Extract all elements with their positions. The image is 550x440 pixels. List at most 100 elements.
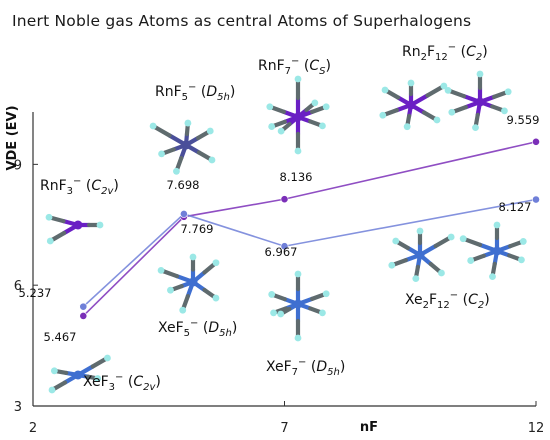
- xe2f12-structure-right: [459, 221, 527, 281]
- rn2f12-structure-left: [379, 79, 448, 131]
- fluorine-atom: [94, 375, 102, 382]
- central-atom: [406, 100, 416, 110]
- central-atom: [73, 370, 83, 380]
- central-atom: [73, 220, 83, 230]
- central-atom: [492, 246, 502, 256]
- data-label: 6.967: [265, 245, 298, 259]
- central-atom: [181, 140, 191, 150]
- fluorine-atom: [379, 111, 387, 119]
- data-label: 5.237: [19, 286, 52, 300]
- fluorine-atom: [438, 269, 445, 277]
- series-line: [82, 198, 537, 308]
- central-atom: [188, 277, 198, 287]
- data-point: [179, 210, 188, 218]
- fluorine-atom: [519, 238, 527, 245]
- fluorine-atom: [173, 167, 180, 175]
- x-tick-label: 7: [280, 421, 288, 436]
- fluorine-atom: [501, 107, 508, 115]
- fluorine-atom: [266, 103, 274, 111]
- data-label: 8.127: [499, 200, 532, 214]
- fluorine-atom: [294, 147, 302, 155]
- fluorine-atom: [467, 257, 475, 264]
- fluorine-atom: [206, 127, 214, 135]
- fluorine-atom: [322, 290, 330, 298]
- axes: 2 7 12 3 6 9 nF VDE (EV): [5, 105, 544, 436]
- y-tick-label: 3: [14, 400, 22, 415]
- fluorine-atom: [208, 156, 216, 164]
- x-axis-label: nF: [360, 420, 378, 435]
- fluorine-atom: [459, 235, 467, 243]
- data-label: 8.136: [280, 170, 313, 184]
- central-atom: [415, 250, 425, 260]
- rn2f12-structure-right: [444, 70, 512, 132]
- data-point: [532, 137, 540, 146]
- rnf7-structure: [266, 75, 330, 155]
- molecule-structures: [45, 70, 527, 394]
- series-line: [82, 141, 537, 317]
- y-tick-label: 6: [14, 279, 22, 294]
- fluorine-atom: [472, 124, 479, 132]
- data-label: 5.467: [44, 330, 77, 344]
- data-point: [532, 195, 540, 204]
- fluorine-atom: [311, 99, 319, 107]
- fluorine-atom: [268, 123, 276, 130]
- molecule-label-xe2f12: Xe2F12− (C2): [405, 290, 490, 311]
- fluorine-atom: [46, 237, 54, 245]
- molecule-label-rnf7: RnF7− (CS): [258, 56, 331, 77]
- data-label: 9.559: [507, 113, 540, 127]
- fluorine-atom: [381, 86, 389, 94]
- fluorine-atom: [433, 116, 441, 124]
- fluorine-atom: [440, 82, 448, 90]
- chart-title: Inert Noble gas Atoms as central Atoms o…: [12, 12, 471, 30]
- fluorine-atom: [319, 122, 326, 130]
- fluorine-atom: [294, 75, 302, 83]
- fluorine-atom: [489, 273, 496, 281]
- x-tick-label: 2: [29, 421, 37, 436]
- fluorine-atom: [319, 309, 326, 317]
- data-point: [79, 302, 88, 311]
- fluorine-atom: [277, 310, 285, 318]
- molecule-label-rn2f12: Rn2F12− (C2): [402, 42, 488, 63]
- data-series: 5.237 7.698 8.136 9.559 5.467 7.769 6.967 8.127: [19, 113, 540, 344]
- fluorine-atom: [294, 270, 302, 278]
- fluorine-atom: [392, 237, 400, 245]
- fluorine-atom: [270, 309, 277, 317]
- fluorine-atom: [50, 367, 58, 375]
- y-axis-label: VDE (EV): [5, 105, 20, 170]
- fluorine-atom: [45, 213, 53, 221]
- fluorine-atom: [189, 253, 197, 261]
- data-label: 7.698: [167, 178, 200, 192]
- xe2f12-structure-left: [388, 227, 455, 283]
- fluorine-atom: [212, 294, 220, 302]
- fluorine-atom: [158, 150, 165, 158]
- fluorine-atom: [184, 119, 192, 127]
- fluorine-atom: [149, 122, 157, 130]
- fluorine-atom: [416, 227, 424, 235]
- data-label: 7.769: [181, 222, 214, 236]
- xef3-structure: [48, 354, 111, 394]
- fluorine-atom: [504, 88, 512, 96]
- fluorine-atom: [476, 70, 484, 78]
- molecule-labels: RnF3− (C2v) RnF5− (D5h) RnF7− (CS) Rn2F12− …: [40, 42, 490, 393]
- molecule-label-xef3: XeF3− (C2v): [83, 372, 161, 393]
- x-tick-label: 12: [528, 421, 545, 436]
- molecule-label-xef7: XeF7− (D5h): [266, 357, 345, 378]
- fluorine-atom: [444, 86, 452, 94]
- fluorine-atom: [179, 306, 187, 314]
- fluorine-atom: [96, 221, 104, 229]
- rnf3-structure: [45, 213, 104, 245]
- xef5-structure: [157, 253, 220, 314]
- fluorine-atom: [412, 275, 420, 283]
- y-tick-label: 9: [14, 158, 22, 173]
- fluorine-atom: [167, 286, 174, 294]
- central-atom: [293, 299, 303, 309]
- fluorine-atom: [448, 108, 456, 116]
- xef7-structure: [268, 270, 330, 342]
- fluorine-atom: [294, 334, 302, 342]
- fluorine-atom: [268, 291, 276, 298]
- data-point: [280, 242, 289, 251]
- fluorine-atom: [447, 233, 455, 241]
- molecule-label-xef5: XeF5− (D5h): [158, 318, 237, 339]
- fluorine-atom: [212, 259, 220, 267]
